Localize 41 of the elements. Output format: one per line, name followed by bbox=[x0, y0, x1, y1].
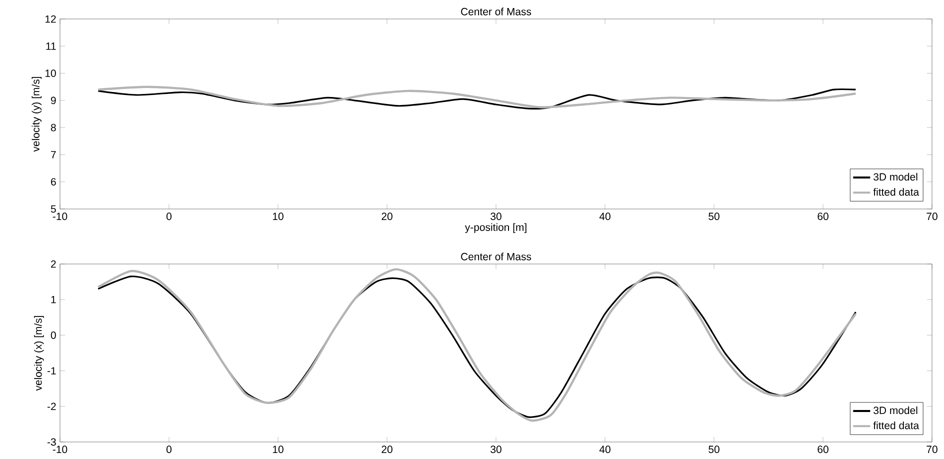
legend-label: fitted data bbox=[873, 422, 920, 430]
y-tick-label: 7 bbox=[51, 151, 56, 158]
y-tick-label: 0 bbox=[50, 331, 56, 339]
x-tick-label: -10 bbox=[52, 446, 68, 454]
x-tick-label: -10 bbox=[52, 212, 68, 220]
x-axis-title: y-position [m] bbox=[464, 223, 526, 233]
y-tick-label: 11 bbox=[46, 42, 56, 50]
x-tick-label: 70 bbox=[926, 446, 938, 454]
legend-label: 3D model bbox=[874, 406, 918, 414]
y-tick-label: 2 bbox=[51, 260, 56, 268]
y-axis-title: velocity (y) [m/s] bbox=[32, 76, 42, 152]
y-tick-label: -1 bbox=[47, 367, 56, 374]
y-tick-label: 12 bbox=[45, 15, 56, 23]
x-tick-label: 0 bbox=[166, 212, 172, 220]
chart-title: Center of Mass bbox=[461, 252, 532, 260]
legend-label: fitted data bbox=[873, 188, 920, 196]
y-tick-label: -3 bbox=[47, 438, 56, 446]
x-tick-label: 40 bbox=[599, 446, 610, 454]
x-tick-label: 10 bbox=[272, 212, 284, 220]
y-tick-label: 5 bbox=[50, 205, 56, 213]
y-tick-label: 8 bbox=[50, 124, 56, 132]
x-tick-label: 60 bbox=[818, 446, 828, 454]
y-tick-label: 9 bbox=[50, 96, 56, 104]
y-tick-label: 10 bbox=[45, 70, 56, 77]
x-tick-label: 30 bbox=[490, 212, 502, 220]
x-tick-label: 10 bbox=[272, 446, 284, 454]
y-tick-label: 1 bbox=[51, 296, 56, 304]
y-tick-label: -2 bbox=[47, 402, 56, 410]
x-tick-label: 30 bbox=[490, 446, 502, 454]
x-tick-label: 0 bbox=[166, 446, 172, 454]
x-tick-label: 20 bbox=[382, 212, 392, 220]
x-tick-label: 50 bbox=[708, 212, 720, 220]
x-tick-label: 60 bbox=[818, 212, 828, 220]
x-tick-label: 40 bbox=[599, 212, 610, 220]
legend-label: 3D model bbox=[874, 172, 918, 181]
x-tick-label: 20 bbox=[382, 446, 392, 454]
chart-title: Center of Mass bbox=[461, 8, 532, 16]
y-axis-title: velocity (x) [m/s] bbox=[34, 316, 44, 391]
x-tick-label: 70 bbox=[926, 212, 938, 220]
x-tick-label: 50 bbox=[708, 446, 720, 454]
y-tick-label: 6 bbox=[51, 178, 56, 186]
